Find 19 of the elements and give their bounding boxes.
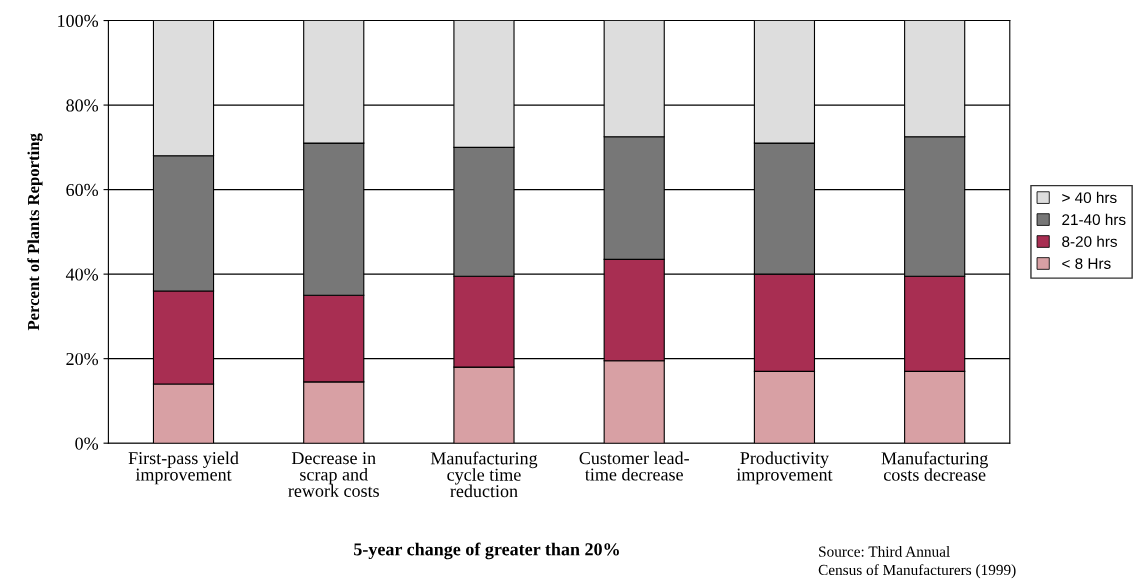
y-tick-label: 80%: [66, 99, 99, 112]
legend-label: > 40 hrs: [1062, 191, 1117, 204]
x-tick-label: Manufacturing cycle time reduction: [430, 451, 538, 498]
y-axis-title: Percent of Plants Reporting: [27, 133, 43, 331]
x-tick-label: Productivity improvement: [736, 451, 833, 485]
x-tick-label: First-pass yield improvement: [128, 451, 239, 485]
legend-label: 21-40 hrs: [1062, 213, 1126, 226]
source-note: Source: Third Annual Census of Manufacturers (1999): [818, 546, 1016, 579]
legend-label: < 8 Hrs: [1062, 258, 1111, 269]
y-tick-label: 0%: [75, 437, 99, 450]
y-tick-label: 20%: [66, 352, 99, 366]
x-tick-label: Customer lead- time decrease: [579, 451, 689, 481]
legend-label: 8-20 hrs: [1062, 235, 1117, 247]
y-tick-label: 40%: [65, 268, 99, 281]
y-tick-label: 100%: [58, 14, 99, 28]
y-tick-label: 60%: [66, 183, 99, 197]
x-tick-label: Decrease in scrap and rework costs: [288, 452, 379, 497]
x-tick-label: Manufacturing costs decrease: [881, 451, 988, 481]
x-axis-title: 5-year change of greater than 20%: [354, 542, 619, 560]
